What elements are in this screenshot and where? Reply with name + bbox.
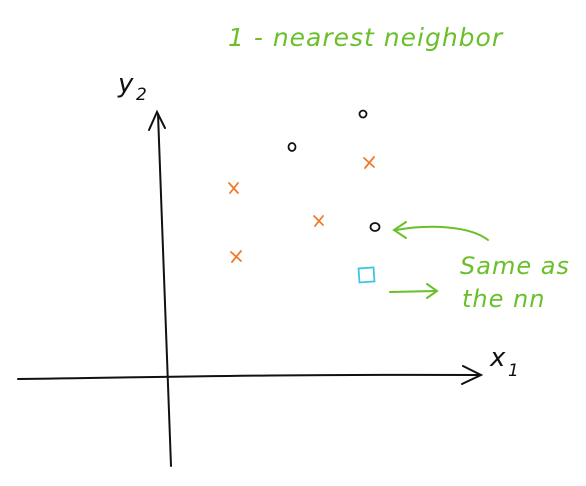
x-axis-line <box>17 373 481 380</box>
y-axis-line <box>157 113 172 467</box>
y-axis-arrowhead <box>148 109 166 131</box>
y-axis-label-sub: 2 <box>136 85 147 105</box>
diagram-title: 1 - nearest neighbor <box>228 23 504 52</box>
cross-point <box>228 182 239 194</box>
circle-point-nearest <box>369 222 381 232</box>
circle-points <box>287 109 381 232</box>
annotation-line-2: the nn <box>462 285 545 313</box>
annotation-line-1: Same as <box>460 252 570 280</box>
circle-point <box>287 142 297 152</box>
x-axis-label-sub: 1 <box>508 361 519 381</box>
x-axis <box>17 365 484 385</box>
query-square <box>357 266 376 284</box>
arrow-from-query <box>389 290 437 293</box>
y-axis <box>148 109 172 467</box>
x-axis-arrowhead <box>461 365 484 385</box>
cross-point <box>313 215 324 227</box>
x-axis-label-var: x <box>489 343 506 373</box>
arrow-from-query-head <box>426 283 439 299</box>
cross-point <box>363 156 375 169</box>
y-axis-label-var: y <box>117 69 134 99</box>
annotation-arrows <box>389 221 489 299</box>
cross-points <box>228 156 375 263</box>
arrow-to-nearest-circle-head <box>392 221 407 239</box>
cross-point <box>230 250 242 263</box>
arrow-to-nearest-circle <box>395 225 489 241</box>
circle-point <box>358 109 368 119</box>
